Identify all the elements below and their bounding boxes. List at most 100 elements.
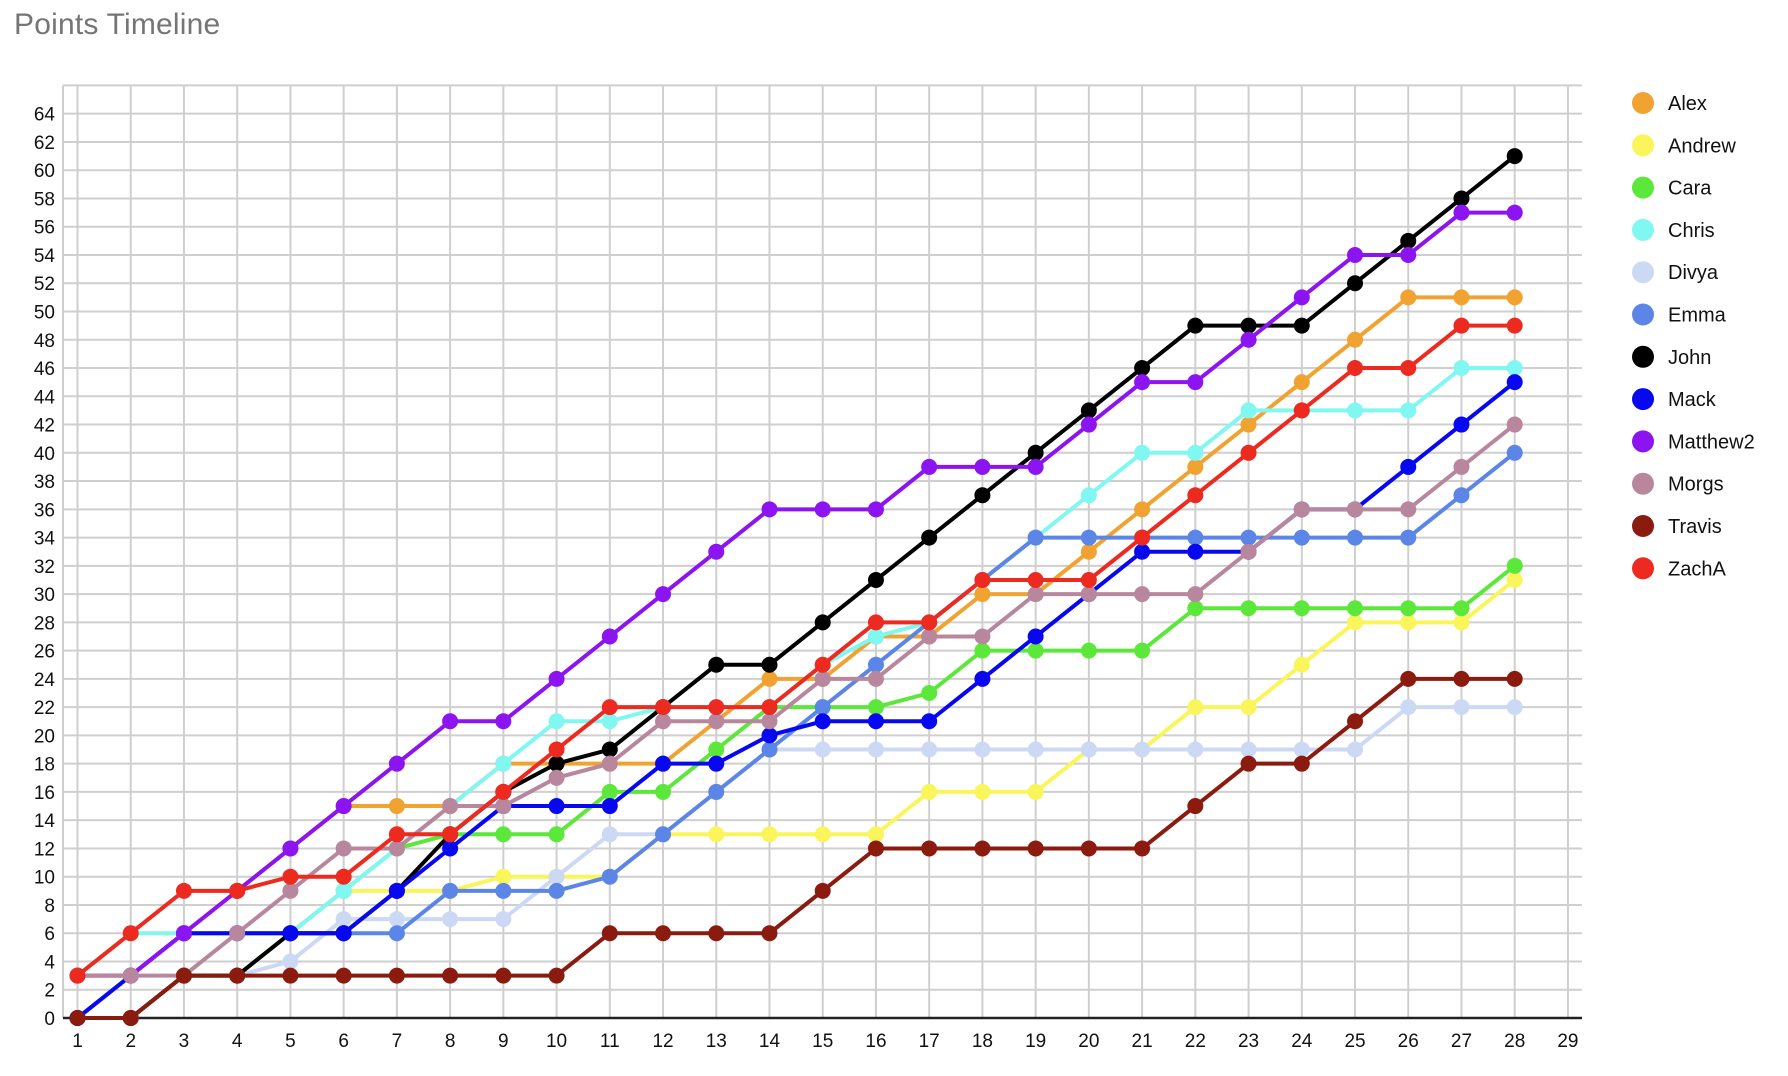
data-point-Cara-x23 — [1240, 600, 1257, 617]
data-point-ZachA-x7 — [388, 826, 405, 843]
y-tick-label: 40 — [34, 444, 55, 465]
data-point-Andrew-x15 — [814, 826, 831, 843]
data-point-Emma-x7 — [388, 925, 405, 942]
legend-label-Chris: Chris — [1668, 220, 1715, 242]
data-point-Divya-x5 — [282, 953, 299, 970]
y-tick-label: 32 — [34, 557, 55, 578]
x-tick-label: 4 — [232, 1031, 243, 1052]
data-point-Travis-x9 — [495, 967, 512, 984]
data-point-ZachA-x12 — [655, 699, 672, 716]
data-point-Travis-x13 — [708, 925, 725, 942]
data-point-Divya-x10 — [548, 868, 565, 885]
data-point-Andrew-x16 — [867, 826, 884, 843]
data-point-Alex-x21 — [1134, 501, 1151, 518]
legend-swatch-Divya — [1632, 261, 1654, 284]
data-point-Cara-x24 — [1293, 600, 1310, 617]
data-point-Divya-x16 — [867, 741, 884, 758]
data-point-Travis-x21 — [1134, 840, 1151, 857]
series-Morgs — [69, 416, 1523, 984]
x-tick-label: 3 — [179, 1031, 190, 1052]
data-point-Morgs-x7 — [388, 840, 405, 857]
data-point-Mack-x17 — [921, 713, 938, 730]
data-point-ZachA-x13 — [708, 699, 725, 716]
legend-item-Mack[interactable]: Mack — [1632, 388, 1717, 411]
data-point-Morgs-x21 — [1134, 586, 1151, 603]
y-tick-label: 30 — [34, 585, 55, 606]
x-tick-label: 9 — [498, 1031, 509, 1052]
data-point-Mack-x19 — [1027, 628, 1044, 645]
legend-item-Cara[interactable]: Cara — [1632, 176, 1712, 200]
data-point-Matthew2-x11 — [601, 628, 618, 645]
x-tick-label: 7 — [392, 1031, 403, 1052]
data-point-Alex-x18 — [974, 586, 991, 603]
data-point-ZachA-x28 — [1506, 317, 1523, 334]
data-point-John-x13 — [708, 656, 725, 673]
y-axis-labels: 0246810121416182022242628303234363840424… — [34, 105, 56, 1030]
data-point-Matthew2-x27 — [1453, 204, 1470, 221]
data-point-Mack-x10 — [548, 798, 565, 815]
data-point-Alex-x20 — [1080, 543, 1097, 560]
legend-item-Alex[interactable]: Alex — [1632, 92, 1707, 115]
data-point-Andrew-x23 — [1240, 699, 1257, 716]
x-tick-label: 25 — [1344, 1031, 1365, 1052]
data-point-Morgs-x19 — [1027, 586, 1044, 603]
data-point-Matthew2-x7 — [388, 755, 405, 772]
chart-title: Points Timeline — [14, 8, 221, 41]
x-tick-label: 21 — [1132, 1031, 1153, 1052]
data-point-Emma-x10 — [548, 882, 565, 899]
data-point-Mack-x11 — [601, 798, 618, 815]
data-point-Divya-x26 — [1400, 699, 1417, 716]
data-point-ZachA-x20 — [1080, 571, 1097, 588]
legend-label-Mack: Mack — [1668, 389, 1717, 411]
y-tick-label: 24 — [34, 670, 56, 691]
series-line-Divya — [77, 705, 1515, 1020]
data-point-Andrew-x13 — [708, 826, 725, 843]
data-point-Morgs-x22 — [1187, 586, 1204, 603]
data-point-John-x27 — [1453, 190, 1470, 207]
data-point-Morgs-x20 — [1080, 586, 1097, 603]
data-point-John-x14 — [761, 656, 778, 673]
legend-item-Matthew2[interactable]: Matthew2 — [1632, 430, 1755, 453]
data-point-John-x24 — [1293, 317, 1310, 334]
legend-item-Divya[interactable]: Divya — [1632, 261, 1719, 284]
data-point-Morgs-x9 — [495, 798, 512, 815]
data-point-Cara-x25 — [1347, 600, 1364, 617]
data-point-Morgs-x8 — [442, 798, 459, 815]
data-point-John-x11 — [601, 741, 618, 758]
y-tick-label: 58 — [34, 189, 55, 210]
data-point-ZachA-x25 — [1347, 360, 1364, 377]
data-point-Emma-x26 — [1400, 529, 1417, 546]
x-tick-label: 14 — [759, 1031, 781, 1052]
data-point-Divya-x7 — [388, 911, 405, 928]
data-point-Matthew2-x16 — [867, 501, 884, 518]
data-point-John-x22 — [1187, 317, 1204, 334]
data-point-John-x28 — [1506, 148, 1523, 165]
data-point-Travis-x17 — [921, 840, 938, 857]
series-line-Travis — [77, 676, 1515, 1020]
legend-item-ZachA[interactable]: ZachA — [1632, 557, 1726, 580]
x-tick-label: 12 — [652, 1031, 673, 1052]
data-point-Travis-x19 — [1027, 840, 1044, 857]
data-point-Travis-x2 — [122, 1010, 139, 1026]
data-point-Divya-x27 — [1453, 699, 1470, 716]
legend-item-Travis[interactable]: Travis — [1632, 515, 1722, 538]
legend-item-Andrew[interactable]: Andrew — [1632, 134, 1736, 157]
legend-item-Chris[interactable]: Chris — [1632, 218, 1715, 242]
data-point-Emma-x11 — [601, 868, 618, 885]
y-tick-label: 16 — [34, 783, 55, 804]
legend-item-Morgs[interactable]: Morgs — [1632, 472, 1724, 496]
legend-label-Emma: Emma — [1668, 305, 1727, 327]
data-point-John-x17 — [921, 529, 938, 546]
data-point-ZachA-x18 — [974, 571, 991, 588]
data-point-Chris-x26 — [1400, 402, 1417, 419]
data-point-Travis-x25 — [1347, 713, 1364, 730]
legend-label-John: John — [1668, 347, 1711, 369]
data-point-Divya-x24 — [1293, 741, 1310, 758]
y-tick-label: 60 — [34, 161, 55, 182]
series-Travis — [69, 670, 1523, 1026]
data-point-ZachA-x19 — [1027, 571, 1044, 588]
legend-item-John[interactable]: John — [1632, 345, 1711, 369]
data-point-Alex-x7 — [388, 798, 405, 815]
legend-item-Emma[interactable]: Emma — [1632, 303, 1727, 327]
data-point-Cara-x16 — [867, 699, 884, 716]
